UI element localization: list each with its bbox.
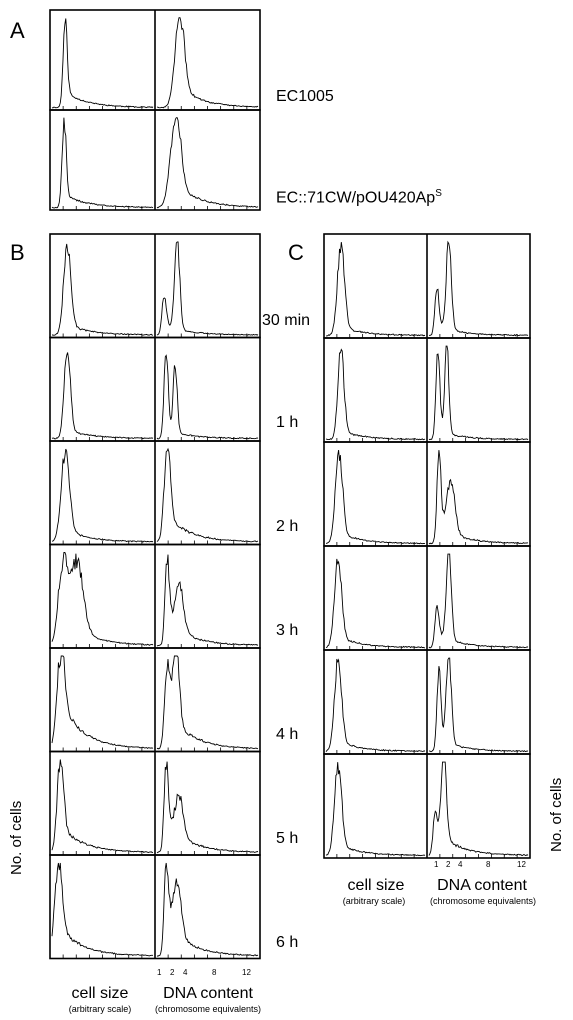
b-dna-curve-1 — [156, 354, 259, 440]
c-x-right-sub: (chromosome equivalents) — [429, 896, 537, 906]
time-label-3h: 3 h — [276, 622, 299, 639]
strain-label-ec71cw: EC::71CW/pOU420ApS — [276, 188, 442, 207]
strain-label-ec1005: EC1005 — [276, 88, 334, 105]
a-dna-curve-0 — [156, 17, 259, 109]
b-x-left-label: cell size — [71, 985, 129, 1002]
c-dna-curve-0 — [428, 240, 529, 337]
c-dna-curve-4 — [428, 657, 529, 753]
time-label-2h: 2 h — [276, 518, 299, 535]
c-cellsize-curve-5 — [325, 762, 426, 857]
b-dna-tick-2: 2 — [170, 968, 175, 977]
b-cellsize-curve-0 — [52, 243, 154, 336]
b-dna-curve-0 — [156, 241, 259, 336]
c-dna-curve-5 — [428, 761, 529, 856]
c-cellsize-curve-3 — [325, 558, 425, 649]
time-label-6h: 6 h — [276, 934, 299, 951]
b-dna-tick-12: 12 — [242, 968, 251, 977]
b-cellsize-curve-4 — [51, 655, 154, 749]
c-dna-tick-12: 12 — [517, 860, 526, 869]
time-label-4h: 4 h — [276, 726, 299, 743]
c-cellsize-curve-4 — [325, 658, 426, 753]
b-cellsize-curve-1 — [51, 352, 154, 440]
a-cellsize-curve-0 — [51, 18, 154, 109]
b-dna-curve-6 — [156, 862, 259, 957]
strain-label-ec71cw-text: EC::71CW/pOU420Ap — [276, 189, 436, 207]
b-dna-tick-4: 4 — [183, 968, 188, 977]
a-dna-curve-1 — [156, 117, 259, 209]
b-dna-curve-3 — [156, 554, 259, 647]
c-cellsize-curve-0 — [326, 242, 426, 337]
c-x-left-sub: (arbitrary scale) — [342, 896, 406, 906]
b-dna-curve-5 — [156, 761, 259, 854]
b-cellsize-curve-3 — [51, 552, 154, 646]
b-x-left-sub: (arbitrary scale) — [68, 1004, 132, 1014]
b-dna-curve-4 — [156, 655, 259, 750]
c-cellsize-curve-1 — [325, 348, 426, 441]
time-label-1h: 1 h — [276, 414, 299, 431]
c-x-left-label: cell size — [347, 877, 405, 894]
c-dna-tick-2: 2 — [446, 860, 451, 869]
b-dna-tick-1: 1 — [157, 968, 162, 977]
a-cellsize-curve-1 — [51, 117, 154, 209]
b-cellsize-curve-2 — [51, 448, 154, 543]
c-dna-curve-1 — [428, 345, 529, 441]
c-dna-curve-3 — [428, 553, 529, 649]
panel-label-a: A — [10, 18, 25, 43]
b-cellsize-curve-6 — [51, 862, 153, 957]
b-x-right-sub: (chromosome equivalents) — [154, 1004, 262, 1014]
b-cellsize-curve-5 — [51, 759, 154, 853]
c-dna-tick-1: 1 — [434, 860, 439, 869]
b-x-right-label: DNA content — [163, 985, 253, 1002]
panel-label-c: C — [288, 240, 304, 265]
c-dna-tick-4: 4 — [458, 860, 463, 869]
c-cellsize-curve-2 — [326, 450, 426, 545]
b-dna-tick-8: 8 — [212, 968, 217, 977]
c-dna-tick-8: 8 — [486, 860, 491, 869]
time-label-5h: 5 h — [276, 830, 299, 847]
panel-label-b: B — [10, 240, 25, 265]
b-dna-curve-2 — [156, 447, 259, 543]
c-x-right-label: DNA content — [437, 877, 527, 894]
time-label-30min: 30 min — [262, 312, 311, 329]
strain-label-sup: S — [435, 188, 442, 199]
c-dna-curve-2 — [428, 450, 529, 545]
